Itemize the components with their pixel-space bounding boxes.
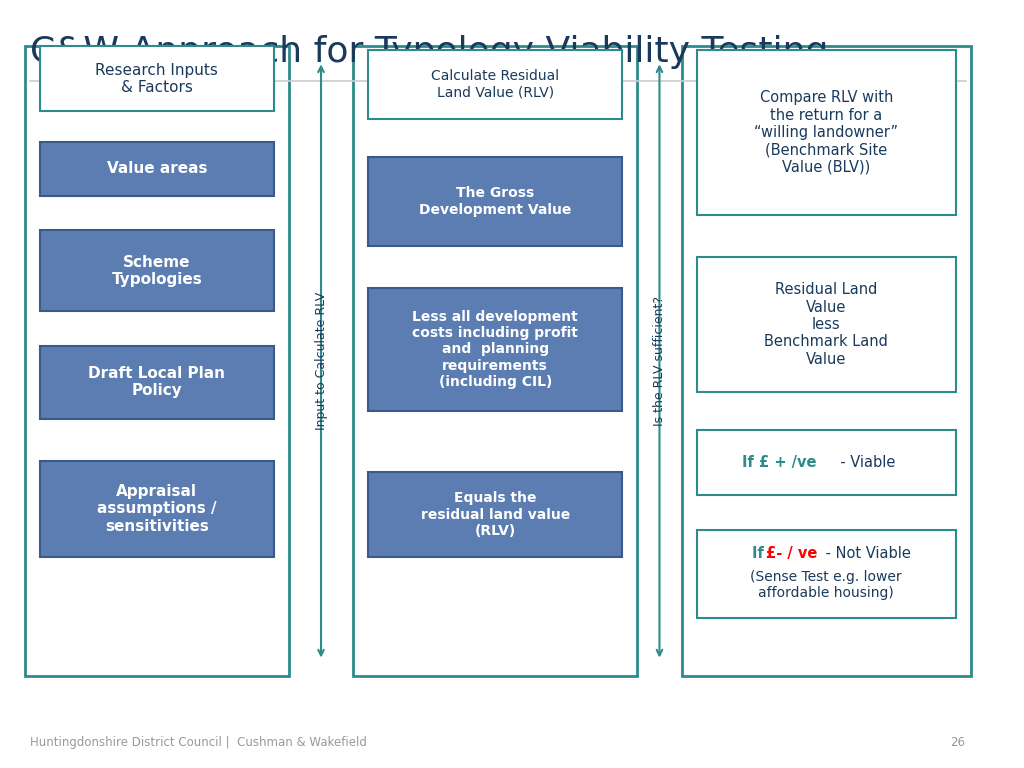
Text: (Sense Test e.g. lower
affordable housing): (Sense Test e.g. lower affordable housin… (751, 570, 902, 600)
Text: Value areas: Value areas (106, 161, 207, 177)
FancyBboxPatch shape (369, 157, 623, 246)
Text: If: If (752, 546, 769, 561)
Text: The Gross
Development Value: The Gross Development Value (419, 187, 571, 217)
Text: Residual Land
Value
less
Benchmark Land
Value: Residual Land Value less Benchmark Land … (764, 282, 888, 367)
Text: Calculate Residual
Land Value (RLV): Calculate Residual Land Value (RLV) (431, 69, 559, 100)
Text: Appraisal
assumptions /
sensitivities: Appraisal assumptions / sensitivities (97, 484, 217, 534)
FancyBboxPatch shape (40, 346, 273, 419)
FancyBboxPatch shape (369, 50, 623, 119)
FancyBboxPatch shape (40, 142, 273, 196)
Text: - Viable: - Viable (831, 455, 896, 470)
FancyBboxPatch shape (353, 46, 637, 676)
FancyBboxPatch shape (696, 530, 955, 618)
FancyBboxPatch shape (40, 461, 273, 557)
Text: If £ + /ve: If £ + /ve (741, 455, 816, 470)
Text: Huntingdonshire District Council |  Cushman & Wakefield: Huntingdonshire District Council | Cushm… (30, 736, 367, 749)
FancyBboxPatch shape (682, 46, 971, 676)
FancyBboxPatch shape (696, 50, 955, 215)
Text: Draft Local Plan
Policy: Draft Local Plan Policy (88, 366, 225, 399)
FancyBboxPatch shape (40, 46, 273, 111)
FancyBboxPatch shape (696, 430, 955, 495)
FancyBboxPatch shape (696, 257, 955, 392)
FancyBboxPatch shape (369, 288, 623, 411)
Text: Equals the
residual land value
(RLV): Equals the residual land value (RLV) (421, 492, 569, 538)
Text: £- / ve: £- / ve (767, 546, 818, 561)
Text: C&W Approach for Typology Viability Testing: C&W Approach for Typology Viability Test… (30, 35, 828, 68)
Text: Is the RLV sufficient?: Is the RLV sufficient? (653, 296, 666, 426)
Text: 26: 26 (950, 736, 966, 749)
Text: Less all development
costs including profit
and  planning
requirements
(includin: Less all development costs including pro… (413, 310, 579, 389)
FancyBboxPatch shape (40, 230, 273, 311)
Text: Research Inputs
& Factors: Research Inputs & Factors (95, 62, 218, 95)
Text: - Not Viable: - Not Viable (821, 546, 911, 561)
Text: Scheme
Typologies: Scheme Typologies (112, 254, 202, 287)
FancyBboxPatch shape (369, 472, 623, 557)
FancyBboxPatch shape (25, 46, 289, 676)
Text: Input to Calculate RLV: Input to Calculate RLV (314, 292, 328, 430)
Text: Compare RLV with
the return for a
“willing landowner”
(Benchmark Site
Value (BLV: Compare RLV with the return for a “willi… (754, 90, 898, 175)
